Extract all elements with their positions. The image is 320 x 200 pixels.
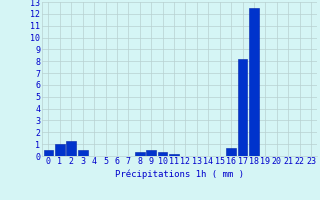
Bar bbox=[158, 152, 167, 156]
Bar bbox=[67, 141, 76, 156]
Bar bbox=[249, 8, 259, 156]
Bar bbox=[55, 144, 65, 156]
X-axis label: Précipitations 1h ( mm ): Précipitations 1h ( mm ) bbox=[115, 169, 244, 179]
Bar bbox=[238, 59, 247, 156]
Bar bbox=[146, 150, 156, 156]
Bar bbox=[135, 152, 145, 156]
Bar bbox=[44, 150, 53, 156]
Bar bbox=[78, 150, 88, 156]
Bar bbox=[169, 154, 179, 156]
Bar bbox=[226, 148, 236, 156]
